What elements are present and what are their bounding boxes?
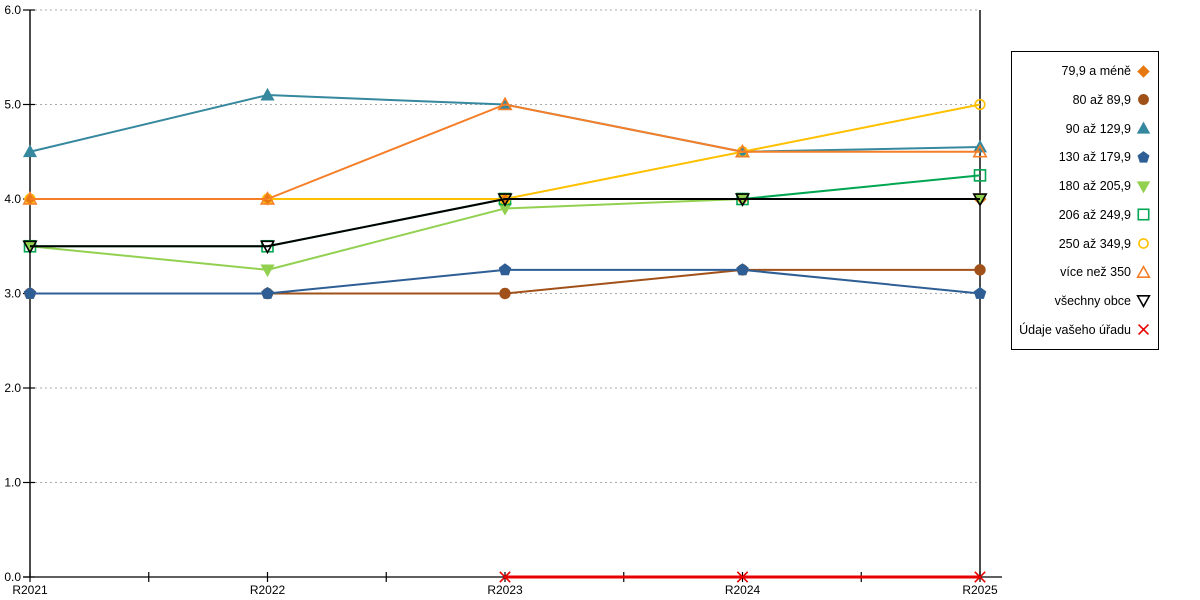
- triangle-up-marker-icon: [1136, 121, 1151, 134]
- circle-marker-icon: [974, 98, 986, 111]
- legend-marker-icon: [1137, 208, 1150, 221]
- x-tick-label: R2024: [725, 583, 761, 597]
- triangle-down-marker-icon: [260, 264, 275, 278]
- triangle-up-marker-icon: [260, 87, 275, 101]
- legend-item-label: Údaje vašeho úřadu: [1019, 322, 1131, 337]
- triangle-up-marker-icon: [22, 144, 38, 158]
- series-line: [30, 198, 980, 248]
- legend-item: 206 až 249,9: [1016, 201, 1151, 228]
- legend-item: všechny obce: [1016, 287, 1151, 314]
- x-marker-icon: [974, 571, 986, 583]
- circle-marker-icon: [974, 264, 986, 276]
- circle-marker-icon: [499, 287, 511, 300]
- triangle-up-marker-icon: [497, 96, 513, 111]
- diamond-marker-icon: [1137, 65, 1150, 78]
- pentagon-marker-icon: [1137, 151, 1150, 163]
- legend-marker-icon: [1137, 65, 1150, 78]
- legend-marker-icon: [1137, 324, 1150, 336]
- legend: 79,9 a méně 80 až 89,9 90 až 129,9 130 až 1…: [1011, 51, 1159, 350]
- x-marker-icon: [1137, 324, 1150, 336]
- triangle-down-marker-icon: [734, 193, 751, 207]
- y-tick-label: 0.0: [4, 570, 21, 584]
- legend-item: Údaje vašeho úřadu: [1016, 316, 1151, 343]
- triangle-down-marker-icon: [1136, 295, 1151, 309]
- triangle-up-marker-icon: [22, 191, 38, 205]
- legend-item-label: více než 350: [1060, 265, 1131, 280]
- x-tick-label: R2025: [962, 583, 998, 597]
- y-tick-label: 4.0: [4, 192, 21, 206]
- legend-marker-icon: [1136, 121, 1151, 134]
- legend-item: 79,9 a méně: [1016, 58, 1151, 85]
- y-tick-label: 6.0: [4, 3, 21, 17]
- legend-marker-icon: [1136, 295, 1151, 309]
- legend-item: 130 až 179,9: [1016, 144, 1151, 171]
- triangle-down-marker-icon: [259, 240, 276, 255]
- legend-marker-icon: [1137, 151, 1150, 163]
- y-tick-label: 3.0: [4, 287, 21, 301]
- legend-item-label: 180 až 205,9: [1058, 179, 1131, 194]
- triangle-up-marker-icon: [734, 143, 751, 158]
- legend-item-label: 250 až 349,9: [1058, 236, 1131, 251]
- triangle-down-marker-icon: [497, 193, 513, 207]
- x-tick-label: R2023: [487, 583, 523, 597]
- legend-item-label: 130 až 179,9: [1058, 150, 1131, 165]
- series-line: [30, 103, 980, 200]
- triangle-up-marker-icon: [1136, 264, 1151, 278]
- square-marker-icon: [973, 169, 987, 182]
- y-tick-label: 5.0: [4, 98, 21, 112]
- legend-marker-icon: [1136, 180, 1151, 194]
- triangle-down-marker-icon: [1136, 180, 1151, 194]
- pentagon-marker-icon: [261, 286, 274, 299]
- x-tick-label: R2022: [250, 583, 286, 597]
- legend-item: 90 až 129,9: [1016, 115, 1151, 142]
- legend-marker-icon: [1138, 94, 1149, 106]
- pentagon-marker-icon: [736, 263, 749, 276]
- legend-item-label: všechny obce: [1054, 293, 1131, 308]
- triangle-up-marker-icon: [972, 143, 988, 158]
- x-tick-label: R2021: [12, 583, 48, 597]
- pentagon-marker-icon: [498, 263, 512, 276]
- triangle-up-marker-icon: [259, 191, 276, 205]
- square-marker-icon: [1137, 208, 1150, 221]
- legend-item: 250 až 349,9: [1016, 230, 1151, 257]
- legend-item-label: 90 až 129,9: [1065, 121, 1131, 136]
- x-marker-icon: [499, 571, 511, 583]
- legend-item-label: 79,9 a méně: [1061, 64, 1132, 79]
- legend-item: 180 až 205,9: [1016, 173, 1151, 200]
- circle-marker-icon: [1138, 238, 1149, 249]
- y-tick-label: 1.0: [4, 476, 21, 490]
- legend-marker-icon: [1136, 264, 1151, 278]
- y-tick-label: 2.0: [4, 381, 21, 395]
- pentagon-marker-icon: [23, 286, 37, 299]
- legend-item-label: 80 až 89,9: [1072, 92, 1131, 107]
- legend-item: 80 až 89,9: [1016, 86, 1151, 113]
- triangle-down-marker-icon: [22, 240, 38, 255]
- legend-item-label: 206 až 249,9: [1058, 207, 1131, 222]
- legend-marker-icon: [1138, 238, 1149, 249]
- legend-item: více než 350: [1016, 259, 1151, 286]
- x-marker-icon: [736, 571, 749, 583]
- pentagon-marker-icon: [973, 286, 987, 299]
- circle-marker-icon: [1138, 94, 1149, 106]
- triangle-down-marker-icon: [972, 193, 988, 207]
